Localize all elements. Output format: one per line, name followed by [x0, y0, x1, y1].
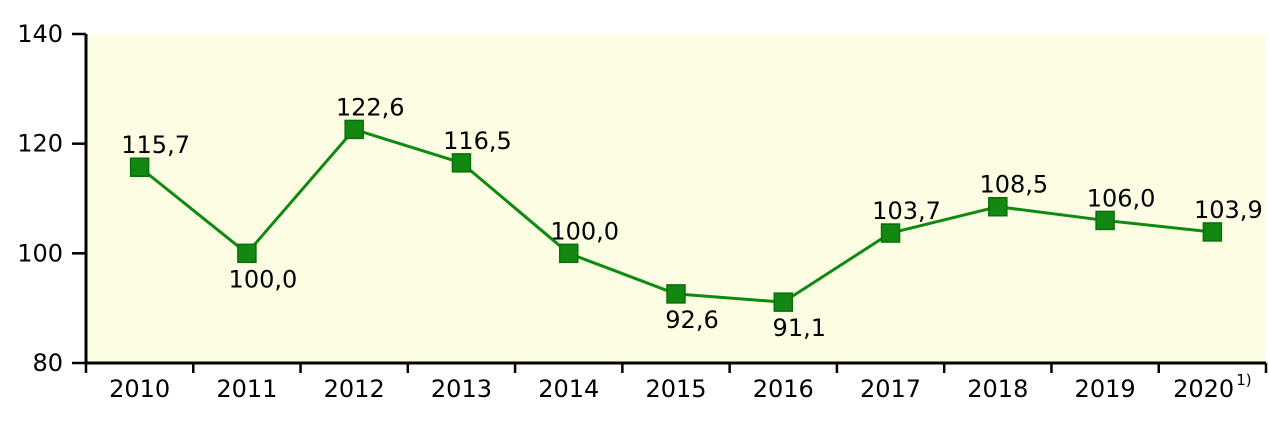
- x-axis-tick-label: 2017: [860, 375, 921, 403]
- data-point-marker: [237, 243, 257, 264]
- x-axis-tick-label: 2015: [645, 375, 706, 403]
- x-axis-tick-label: 2016: [753, 375, 814, 403]
- y-axis-tick-label: 120: [17, 130, 63, 158]
- data-point-label: 100,0: [550, 217, 619, 245]
- data-point-label: 116,5: [443, 127, 512, 155]
- data-point-marker: [1095, 210, 1115, 231]
- x-axis-tick-label: 2018: [967, 375, 1028, 403]
- data-point-label: 106,0: [1087, 184, 1156, 212]
- x-axis-tick-label: 2010: [109, 375, 170, 403]
- y-axis-tick-label: 80: [32, 349, 63, 377]
- data-point-marker: [666, 284, 686, 304]
- x-axis-tick-label: 2012: [324, 375, 385, 403]
- data-point-label: 92,6: [665, 306, 718, 334]
- x-axis-tick-label: 2020 1): [1173, 371, 1251, 403]
- x-axis-tick-label: 2019: [1075, 375, 1136, 403]
- data-point-label: 115,7: [121, 131, 190, 159]
- plot-area: [86, 34, 1266, 363]
- data-point-label: 108,5: [979, 171, 1048, 199]
- x-axis-tick-label: 2011: [216, 375, 277, 403]
- x-axis-tick-label: 2013: [431, 375, 492, 403]
- y-axis-tick-label: 100: [17, 239, 63, 267]
- x-axis-tick-label: 2014: [538, 375, 599, 403]
- data-point-marker: [558, 243, 579, 264]
- y-axis-tick-label: 140: [17, 20, 63, 48]
- data-point-marker: [773, 292, 794, 312]
- data-point-marker: [344, 119, 364, 140]
- data-point-label: 103,9: [1194, 196, 1263, 224]
- data-point-marker: [880, 223, 901, 243]
- data-point-marker: [988, 196, 1008, 217]
- data-point-label: 91,1: [773, 314, 826, 342]
- data-point-label: 100,0: [229, 265, 298, 293]
- data-point-marker: [1202, 222, 1223, 242]
- data-point-marker: [129, 157, 150, 177]
- data-point-label: 103,7: [872, 197, 941, 225]
- data-point-label: 122,6: [336, 93, 405, 121]
- data-point-marker: [451, 153, 472, 173]
- footnote-superscript: 1): [1236, 371, 1251, 389]
